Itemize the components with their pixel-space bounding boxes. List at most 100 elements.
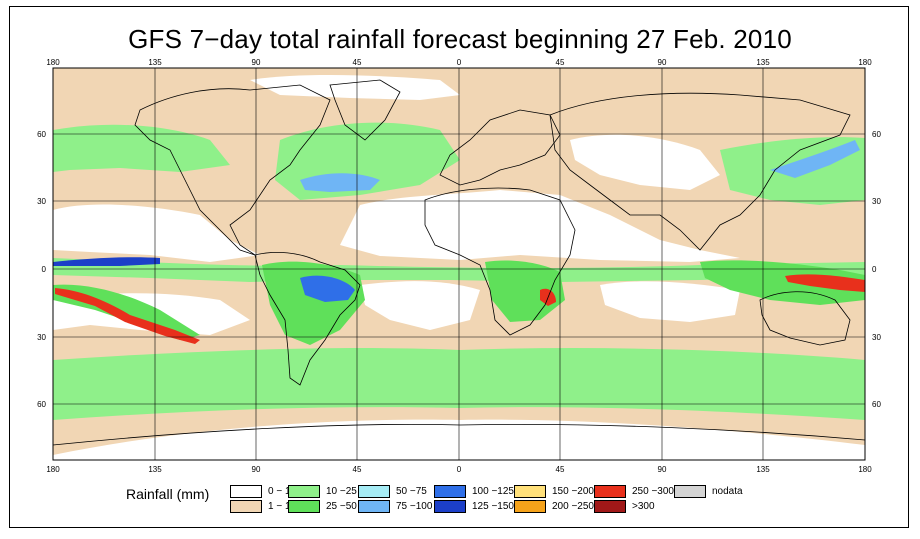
dry-region-north-pacific bbox=[53, 204, 260, 262]
lat-tick-left: 60 bbox=[37, 400, 46, 409]
lon-tick-top: 135 bbox=[756, 58, 770, 67]
figure-frame bbox=[9, 6, 909, 528]
rain-band-north-pacific bbox=[53, 124, 230, 172]
coastline-asia bbox=[549, 92, 851, 251]
legend-label: 100 −125 bbox=[472, 485, 514, 497]
lat-ticks-left: 60 30 0 30 60 bbox=[37, 130, 46, 409]
legend-label: 150 −200 bbox=[552, 485, 594, 497]
dry-region-asia bbox=[570, 134, 720, 190]
coastline-greenland bbox=[329, 79, 401, 141]
legend-label: 200 −250 bbox=[552, 500, 594, 512]
lat-tick-left: 60 bbox=[37, 130, 46, 139]
lon-tick-bottom: 135 bbox=[756, 465, 770, 474]
legend-item-125-150: 125 −150 bbox=[434, 499, 514, 513]
legend-item-75-100: 75 −100 bbox=[358, 499, 432, 513]
legend-swatch bbox=[288, 499, 320, 513]
legend-label: >300 bbox=[632, 500, 655, 512]
legend-swatch bbox=[674, 484, 706, 498]
lon-tick-bottom: 135 bbox=[148, 465, 162, 474]
legend-label: 1 − 10 bbox=[268, 500, 297, 512]
lon-tick-bottom: 0 bbox=[457, 465, 462, 474]
lon-tick-top: 135 bbox=[148, 58, 162, 67]
legend-item-nodata: nodata bbox=[674, 484, 743, 498]
heavy-rain-mid-atlantic bbox=[300, 173, 380, 192]
dry-region-arctic bbox=[250, 75, 460, 100]
map-border bbox=[52, 67, 866, 461]
coastline-australia bbox=[759, 291, 851, 346]
lon-tick-top: 45 bbox=[556, 58, 565, 67]
legend-swatch bbox=[434, 499, 466, 513]
legend-item-150-200: 150 −200 bbox=[514, 484, 594, 498]
lat-tick-left: 30 bbox=[37, 333, 46, 342]
lat-lon-grid bbox=[53, 68, 865, 460]
coastline-antarctica bbox=[53, 423, 865, 446]
coastline-africa bbox=[424, 187, 576, 336]
lon-tick-top: 0 bbox=[457, 58, 462, 67]
coastline-north-america bbox=[134, 84, 331, 256]
legend-label: nodata bbox=[712, 485, 743, 497]
lon-tick-top: 180 bbox=[46, 58, 60, 67]
lon-tick-bottom: 45 bbox=[353, 465, 362, 474]
lon-tick-bottom: 180 bbox=[858, 465, 872, 474]
lon-tick-top: 90 bbox=[658, 58, 667, 67]
legend-swatch bbox=[514, 499, 546, 513]
legend-item-0-1: 0 − 1 bbox=[230, 484, 291, 498]
legend-swatch bbox=[434, 484, 466, 498]
lon-tick-bottom: 45 bbox=[556, 465, 565, 474]
legend-swatch bbox=[514, 484, 546, 498]
coastline-south-america bbox=[254, 251, 361, 386]
lat-tick-right: 0 bbox=[872, 265, 877, 274]
dry-region-south-atlantic bbox=[360, 281, 480, 330]
legend-title: Rainfall (mm) bbox=[126, 486, 210, 502]
legend-label: 25 −50 bbox=[326, 500, 357, 512]
legend-label: 0 − 1 bbox=[268, 485, 291, 497]
lat-tick-left: 0 bbox=[42, 265, 47, 274]
lat-tick-right: 30 bbox=[872, 197, 881, 206]
lat-tick-left: 30 bbox=[37, 197, 46, 206]
heavy-rain-amazon bbox=[300, 275, 355, 302]
legend-swatch bbox=[288, 484, 320, 498]
lon-tick-bottom: 90 bbox=[252, 465, 261, 474]
legend-swatch bbox=[358, 484, 390, 498]
lat-tick-right: 60 bbox=[872, 130, 881, 139]
lon-tick-top: 90 bbox=[252, 58, 261, 67]
legend-label: 125 −150 bbox=[472, 500, 514, 512]
map-title: GFS 7−day total rainfall forecast beginn… bbox=[128, 24, 792, 54]
lon-tick-top: 45 bbox=[353, 58, 362, 67]
heavy-rain-japan bbox=[770, 140, 860, 178]
lon-ticks-top: 180 135 90 45 0 45 90 135 180 bbox=[46, 58, 872, 67]
legend-item-25-50: 25 −50 bbox=[288, 499, 357, 513]
legend-item-10-25: 10 −25 bbox=[288, 484, 357, 498]
lon-tick-bottom: 180 bbox=[46, 465, 60, 474]
heavy-rain-northern-australia bbox=[785, 274, 865, 292]
legend-label: 50 −75 bbox=[396, 485, 427, 497]
legend-swatch bbox=[594, 484, 626, 498]
lat-tick-right: 60 bbox=[872, 400, 881, 409]
dry-region-indian-ocean bbox=[600, 281, 740, 322]
legend-item-200-250: 200 −250 bbox=[514, 499, 594, 513]
legend-swatch bbox=[594, 499, 626, 513]
legend-item-100-125: 100 −125 bbox=[434, 484, 514, 498]
legend-item-over-300: >300 bbox=[594, 499, 655, 513]
rain-band-maritime-continent bbox=[700, 260, 865, 305]
lon-tick-top: 180 bbox=[858, 58, 872, 67]
lat-ticks-right: 60 30 0 30 60 bbox=[872, 130, 881, 409]
legend-item-1-10: 1 − 10 bbox=[230, 499, 296, 513]
heavy-rain-itcz-pacific bbox=[53, 257, 160, 266]
dry-region-north-atlantic-sahara bbox=[340, 190, 740, 262]
legend-swatch bbox=[230, 499, 262, 513]
legend-label: 250 −300 bbox=[632, 485, 674, 497]
legend-swatch bbox=[230, 484, 262, 498]
lat-tick-right: 30 bbox=[872, 333, 881, 342]
lon-tick-bottom: 90 bbox=[658, 465, 667, 474]
legend-item-250-300: 250 −300 bbox=[594, 484, 674, 498]
legend-label: 10 −25 bbox=[326, 485, 357, 497]
heavy-rain-south-pacific bbox=[55, 288, 200, 344]
lon-ticks-bottom: 180 135 90 45 0 45 90 135 180 bbox=[46, 465, 872, 474]
legend-item-50-75: 50 −75 bbox=[358, 484, 427, 498]
legend-swatch bbox=[358, 499, 390, 513]
rain-band-southern-africa bbox=[485, 260, 565, 322]
legend-label: 75 −100 bbox=[396, 500, 433, 512]
continent-outlines bbox=[53, 79, 865, 446]
